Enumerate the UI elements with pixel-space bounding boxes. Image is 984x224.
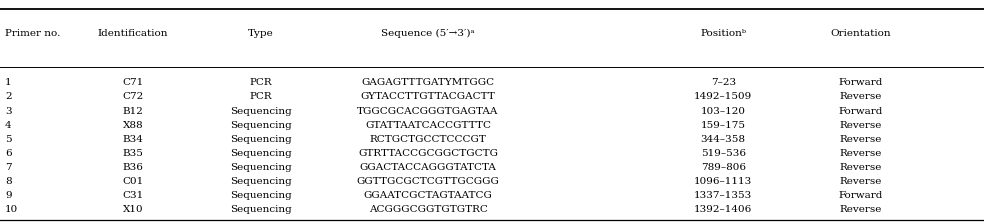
Text: Reverse: Reverse (839, 135, 883, 144)
Text: Reverse: Reverse (839, 121, 883, 130)
Text: 1392–1406: 1392–1406 (694, 205, 753, 214)
Text: GTRTTACCGCGGCTGCTG: GTRTTACCGCGGCTGCTG (358, 149, 498, 158)
Text: Reverse: Reverse (839, 177, 883, 186)
Text: PCR: PCR (250, 93, 272, 101)
Text: GGTTGCGCTCGTTGCGGG: GGTTGCGCTCGTTGCGGG (356, 177, 500, 186)
Text: 1337–1353: 1337–1353 (694, 191, 753, 200)
Text: Positionᵇ: Positionᵇ (701, 29, 746, 38)
Text: 519–536: 519–536 (701, 149, 746, 158)
Text: Primer no.: Primer no. (5, 29, 60, 38)
Text: X88: X88 (123, 121, 143, 130)
Text: 6: 6 (5, 149, 12, 158)
Text: Sequencing: Sequencing (230, 121, 291, 130)
Text: TGGCGCACGGGTGAGTAA: TGGCGCACGGGTGAGTAA (357, 107, 499, 116)
Text: GTATTAATCACCGTTTC: GTATTAATCACCGTTTC (365, 121, 491, 130)
Text: Forward: Forward (838, 107, 884, 116)
Text: Reverse: Reverse (839, 205, 883, 214)
Text: PCR: PCR (250, 78, 272, 87)
Text: GAGAGTTTGATYMTGGC: GAGAGTTTGATYMTGGC (361, 78, 495, 87)
Text: Sequencing: Sequencing (230, 107, 291, 116)
Text: GGACTACCAGGGTATCTA: GGACTACCAGGGTATCTA (359, 163, 497, 172)
Text: X10: X10 (123, 205, 143, 214)
Text: 7: 7 (5, 163, 12, 172)
Text: Identification: Identification (97, 29, 168, 38)
Text: 1096–1113: 1096–1113 (694, 177, 753, 186)
Text: B36: B36 (122, 163, 144, 172)
Text: C31: C31 (122, 191, 144, 200)
Text: Reverse: Reverse (839, 93, 883, 101)
Text: 103–120: 103–120 (701, 107, 746, 116)
Text: C71: C71 (122, 78, 144, 87)
Text: Sequencing: Sequencing (230, 163, 291, 172)
Text: Sequencing: Sequencing (230, 205, 291, 214)
Text: GGAATCGCTAGTAATCG: GGAATCGCTAGTAATCG (364, 191, 492, 200)
Text: 1492–1509: 1492–1509 (694, 93, 753, 101)
Text: Sequence (5′→3′)ᵃ: Sequence (5′→3′)ᵃ (381, 29, 475, 38)
Text: 4: 4 (5, 121, 12, 130)
Text: Sequencing: Sequencing (230, 135, 291, 144)
Text: Sequencing: Sequencing (230, 191, 291, 200)
Text: Sequencing: Sequencing (230, 149, 291, 158)
Text: 3: 3 (5, 107, 12, 116)
Text: 5: 5 (5, 135, 12, 144)
Text: 2: 2 (5, 93, 12, 101)
Text: 344–358: 344–358 (701, 135, 746, 144)
Text: 7–23: 7–23 (710, 78, 736, 87)
Text: B12: B12 (122, 107, 144, 116)
Text: Forward: Forward (838, 78, 884, 87)
Text: 10: 10 (5, 205, 18, 214)
Text: C72: C72 (122, 93, 144, 101)
Text: Reverse: Reverse (839, 163, 883, 172)
Text: Type: Type (248, 29, 274, 38)
Text: Forward: Forward (838, 191, 884, 200)
Text: B34: B34 (122, 135, 144, 144)
Text: C01: C01 (122, 177, 144, 186)
Text: GYTACCTTGTTACGACTT: GYTACCTTGTTACGACTT (360, 93, 496, 101)
Text: ACGGGCGGTGTGTRC: ACGGGCGGTGTGTRC (369, 205, 487, 214)
Text: 789–806: 789–806 (701, 163, 746, 172)
Text: 8: 8 (5, 177, 12, 186)
Text: Sequencing: Sequencing (230, 177, 291, 186)
Text: Reverse: Reverse (839, 149, 883, 158)
Text: 9: 9 (5, 191, 12, 200)
Text: RCTGCTGCCTCCCGT: RCTGCTGCCTCCCGT (370, 135, 486, 144)
Text: 159–175: 159–175 (701, 121, 746, 130)
Text: 1: 1 (5, 78, 12, 87)
Text: B35: B35 (122, 149, 144, 158)
Text: Orientation: Orientation (830, 29, 892, 38)
